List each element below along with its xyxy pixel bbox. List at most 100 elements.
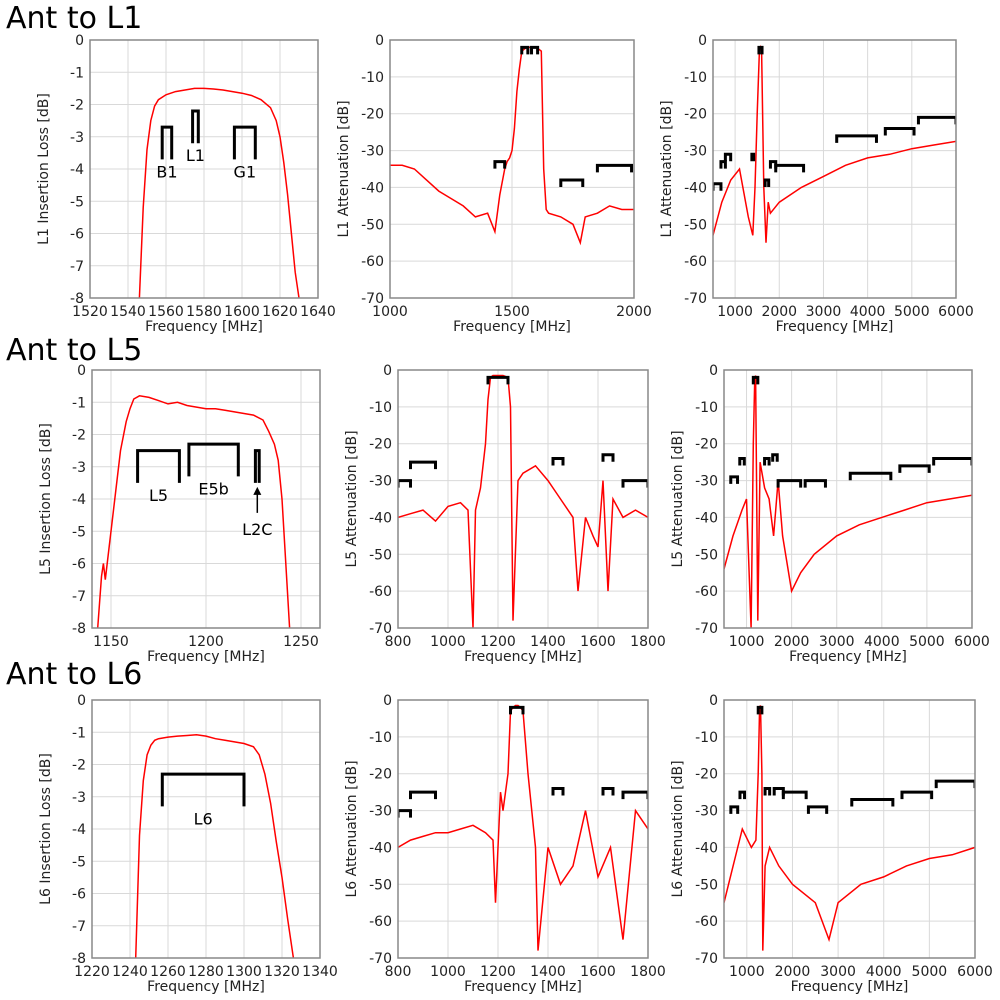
y-tick-label: -60 [361,254,384,270]
x-axis-label: Frequency [MHz] [453,319,571,335]
spec-mask [756,705,764,715]
spec-mask [493,160,507,169]
y-tick-label: 0 [383,363,392,379]
y-tick-label: -7 [72,919,86,935]
y-tick-label: -20 [369,437,392,453]
x-tick-label: 1800 [630,964,666,980]
y-tick-label: -4 [72,822,86,838]
x-tick-label: 1600 [580,634,616,650]
band-marker [187,442,240,477]
x-tick-label: 1800 [630,634,666,650]
plot-frame [91,369,321,629]
spec-mask [398,809,412,818]
spec-mask [486,375,510,385]
spec-mask [530,45,540,55]
y-tick-label: -20 [369,767,392,783]
y-tick-label: -40 [695,840,718,856]
row-title-l6: Ant to L6 [6,657,143,692]
y-tick-label: 0 [77,363,86,379]
spec-mask [729,805,740,814]
y-tick-label: -1 [72,725,86,741]
y-tick-label: -30 [369,804,392,820]
x-tick-label: 5000 [912,964,948,980]
spec-mask [750,152,756,162]
y-tick-label: -30 [684,144,707,160]
y-tick-label: 0 [375,33,384,49]
band-marker [160,772,246,807]
spec-mask [551,786,565,796]
spec-mask [601,786,615,796]
series-line [713,44,956,243]
y-tick-label: -50 [369,547,392,563]
spec-mask [776,479,803,488]
spec-mask [771,453,779,462]
x-tick-label: 4000 [850,304,886,320]
x-tick-label: 6000 [957,964,993,980]
band-label: B1 [156,162,177,181]
band-marker [160,125,174,160]
series-line [724,705,975,951]
chart-panel-5: 800 1000 1200 1400 1600 1800 0 -10 -20 -30 -40 -50 -… [344,363,666,665]
spec-mask [723,152,733,162]
x-tick-label: 3000 [806,304,842,320]
y-tick-label: -30 [695,474,718,490]
plot-frame [89,39,319,299]
spec-mask [806,805,829,814]
x-tick-label: 1540 [110,304,146,320]
y-tick-label: -40 [369,840,392,856]
y-tick-label: -70 [361,291,384,307]
spec-mask [595,163,634,173]
x-tick-label: 2000 [775,964,811,980]
spec-mask [738,456,746,466]
x-tick-label: 6000 [938,304,974,320]
series-line [96,395,291,628]
y-tick-label: 0 [698,33,707,49]
x-tick-label: 2000 [774,634,810,650]
y-tick-label: -1 [72,395,86,411]
x-tick-label: 3000 [819,634,855,650]
y-tick-label: -30 [695,804,718,820]
y-axis-label: L1 Insertion Loss [dB] [36,93,52,245]
y-tick-label: -50 [695,877,718,893]
band-label: L5 [149,486,168,505]
x-tick-label: 3000 [820,964,856,980]
x-tick-label: 1150 [93,634,129,650]
chart-panel-7: 1220 1240 1260 1280 1300 1320 1340 0 -1 -2 -3 -4 -5 -… [38,693,338,995]
spec-mask [409,790,437,800]
x-tick-label: 1600 [580,964,616,980]
y-tick-label: -6 [70,227,84,243]
plot-frame [397,699,649,959]
spec-mask [763,786,772,796]
y-tick-label: -10 [695,400,718,416]
spec-mask [850,798,895,807]
x-axis-label: Frequency [MHz] [464,649,582,665]
y-tick-label: -3 [72,460,86,476]
y-tick-label: -10 [695,730,718,746]
x-tick-label: 1000 [372,304,408,320]
y-tick-label: -60 [369,584,392,600]
spec-mask [774,163,806,173]
y-tick-label: -20 [695,767,718,783]
y-tick-label: 0 [77,693,86,709]
y-tick-label: -10 [369,400,392,416]
x-axis-label: Frequency [MHz] [147,649,265,665]
x-tick-label: 1620 [262,304,298,320]
y-tick-label: -40 [361,180,384,196]
y-tick-label: -5 [72,524,86,540]
y-tick-label: -70 [695,621,718,637]
y-tick-label: -4 [72,492,86,508]
series-line [138,87,300,298]
chart-panel-4: 1150 1200 1250 0 -1 -2 -3 -4 -5 -6 -7 -8 Frequency [… [38,363,321,665]
plot-area [138,87,300,298]
x-tick-label: 5000 [909,634,945,650]
x-tick-label: 1000 [729,964,765,980]
y-tick-label: -30 [361,144,384,160]
spec-mask [781,790,808,800]
plot-area [713,44,956,243]
y-tick-label: -6 [72,557,86,573]
y-tick-label: -40 [369,510,392,526]
x-tick-label: 1000 [430,964,466,980]
y-tick-label: -7 [72,589,86,605]
y-tick-label: -4 [70,162,84,178]
